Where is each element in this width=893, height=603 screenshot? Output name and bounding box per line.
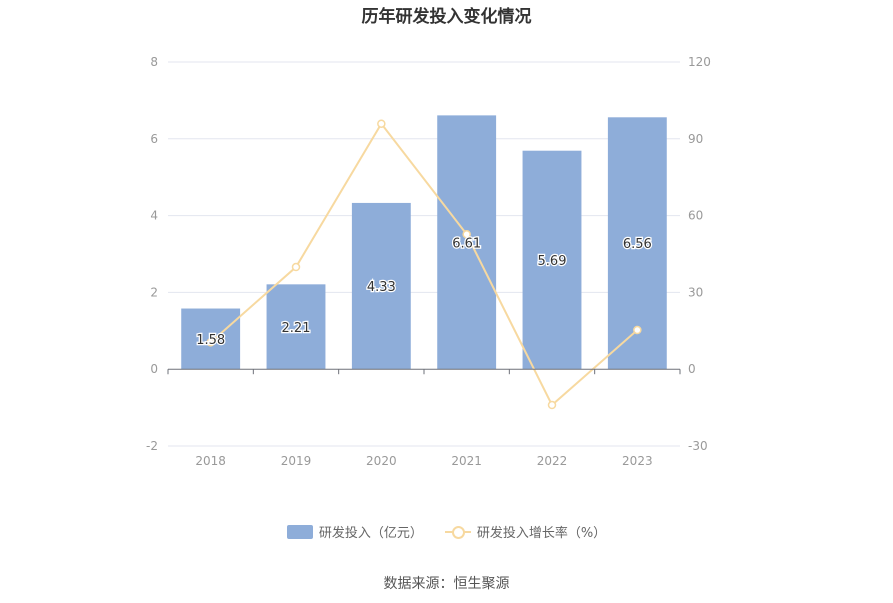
legend-label-line: 研发投入增长率（%） [476, 526, 607, 541]
line-point [547, 400, 557, 410]
legend-line-swatch [444, 525, 471, 539]
y-left-tick-label: 4 [150, 209, 158, 223]
x-tick-label: 2021 [451, 454, 482, 468]
line-series [206, 119, 642, 410]
x-tick-label: 2023 [622, 454, 653, 468]
x-tick-label: 2018 [195, 454, 226, 468]
y-right-tick-label: 60 [688, 209, 703, 223]
y-right-tick-label: -30 [688, 439, 708, 453]
legend-bar-swatch [286, 524, 313, 539]
chart-title: 历年研发投入变化情况 [361, 7, 532, 27]
y-left-tick-label: 8 [150, 55, 158, 69]
bar-data-label: 5.69 [538, 254, 567, 269]
x-tick-label: 2022 [537, 454, 568, 468]
bar-data-label: 2.21 [282, 321, 311, 336]
bar-data-label: 4.33 [367, 280, 396, 295]
bar-data-label: 6.56 [623, 237, 652, 252]
line-point [633, 325, 642, 335]
y-left-tick-label: 6 [150, 132, 158, 146]
x-tick-label: 2020 [366, 454, 397, 468]
y-left-tick-label: -2 [146, 439, 158, 453]
y-left-tick-label: 2 [150, 285, 158, 299]
x-tick-label: 2019 [281, 454, 312, 468]
bar-data-label: 6.61 [452, 236, 481, 251]
line-point [462, 230, 471, 239]
grid-lines [168, 61, 680, 447]
line-point [291, 262, 301, 272]
growth-line [210, 121, 638, 407]
bar [437, 115, 497, 370]
bar-data-label: 1.58 [196, 333, 225, 348]
bar [522, 150, 582, 370]
axes: -2 -30 0 0 2 30 4 60 6 90 8 120 2018 2019 2020 2021 2022… [146, 55, 711, 468]
legend: 研发投入（亿元） 研发投入增长率（%） [0, 522, 893, 541]
y-left-tick-label: 0 [150, 362, 158, 376]
data-labels: 1.58 2.21 4.33 6.61 5.69 6.56 [195, 235, 653, 349]
line-point [377, 119, 386, 128]
legend-label-bar: 研发投入（亿元） [318, 526, 423, 541]
legend-item-line[interactable]: 研发投入增长率（%） [444, 522, 607, 541]
bar [266, 284, 326, 370]
y-right-tick-label: 0 [688, 362, 696, 376]
data-source: 数据来源：恒生聚源 [383, 576, 510, 592]
line-point [206, 338, 215, 347]
y-right-tick-label: 120 [688, 55, 711, 69]
y-right-tick-label: 30 [688, 285, 703, 299]
bar [351, 202, 411, 370]
bar-series [181, 115, 667, 370]
legend-item-bar[interactable]: 研发投入（亿元） [286, 522, 423, 541]
y-right-tick-label: 90 [688, 132, 703, 146]
